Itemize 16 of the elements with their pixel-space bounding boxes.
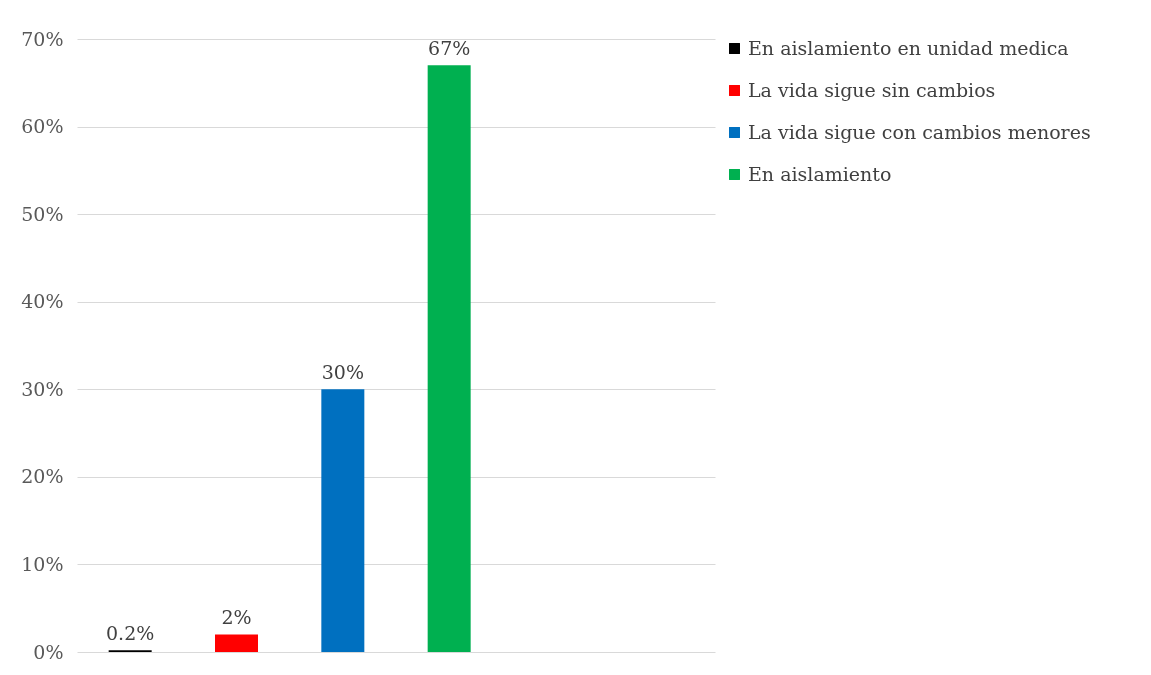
data-label: 0.2% [106,622,155,645]
legend-label: En aislamiento en unidad medica [748,36,1069,59]
data-label: 2% [221,606,252,629]
legend-label: La vida sigue sin cambios [748,78,996,101]
legend-label: La vida sigue con cambios menores [748,120,1091,143]
y-tick-label: 40% [21,290,64,313]
y-tick-label: 60% [21,115,64,138]
data-label: 30% [321,361,364,384]
data-label: 67% [428,37,471,60]
y-tick-label: 70% [21,27,64,50]
y-tick-label: 10% [21,552,64,575]
legend-label: En aislamiento [748,162,892,185]
y-tick-label: 0% [33,640,64,663]
y-tick-label: 50% [21,202,64,225]
y-tick-label: 20% [21,465,64,488]
y-tick-label: 30% [21,377,64,400]
